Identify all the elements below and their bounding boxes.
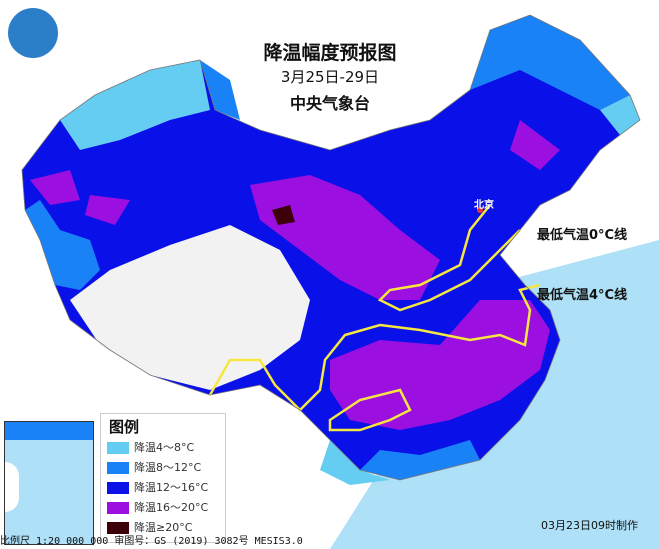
legend-label: 降温≥20°C	[134, 521, 193, 534]
isoline-4c-label: 最低气温4°C线	[537, 288, 628, 303]
legend-swatch	[107, 442, 129, 454]
issued-time: 03月23日09时制作	[541, 519, 638, 532]
map-title: 降温幅度预报图	[263, 42, 397, 64]
region-16-20	[30, 120, 560, 430]
region-20-plus	[272, 205, 295, 225]
legend-label: 降温8～12°C	[134, 461, 202, 474]
country-outline	[21, 14, 641, 481]
inset-land-cooling	[5, 422, 93, 440]
legend-label: 降温12～16°C	[134, 481, 209, 494]
legend-swatch	[107, 502, 129, 514]
organization: 中央气象台	[289, 94, 370, 113]
cma-logo	[8, 8, 58, 58]
region-no-data	[70, 225, 310, 390]
legend-swatch	[107, 522, 129, 534]
beijing-marker	[477, 207, 483, 213]
scale-and-approval: 比例尺 1:20 000 000 审图号：GS (2019) 3082号 MES…	[0, 536, 303, 547]
legend-label: 降温16～20°C	[134, 501, 209, 514]
legend-item: 降温8～12°C	[107, 458, 225, 478]
isoline-0c-label: 最低气温0°C线	[537, 228, 628, 243]
date-range: 3月25日-29日	[280, 68, 380, 86]
legend-swatch	[107, 482, 129, 494]
inset-land	[5, 462, 19, 512]
city-label-beijing: 北京	[474, 200, 494, 211]
legend-item: 降温4～8°C	[107, 438, 225, 458]
south-china-sea-inset	[4, 421, 94, 545]
legend-item: 降温≥20°C	[107, 518, 225, 538]
legend-item: 降温12～16°C	[107, 478, 225, 498]
legend-label: 降温4～8°C	[134, 441, 195, 454]
legend-swatch	[107, 462, 129, 474]
isoline-0c	[377, 204, 521, 312]
region-4-8	[60, 60, 640, 485]
isoline-4c	[208, 283, 541, 432]
legend-title: 图例	[109, 418, 140, 436]
region-8-12	[25, 15, 630, 480]
legend: 图例 降温4～8°C 降温8～12°C 降温12～16°C 降温16～20°C …	[100, 413, 226, 543]
legend-item: 降温16～20°C	[107, 498, 225, 518]
